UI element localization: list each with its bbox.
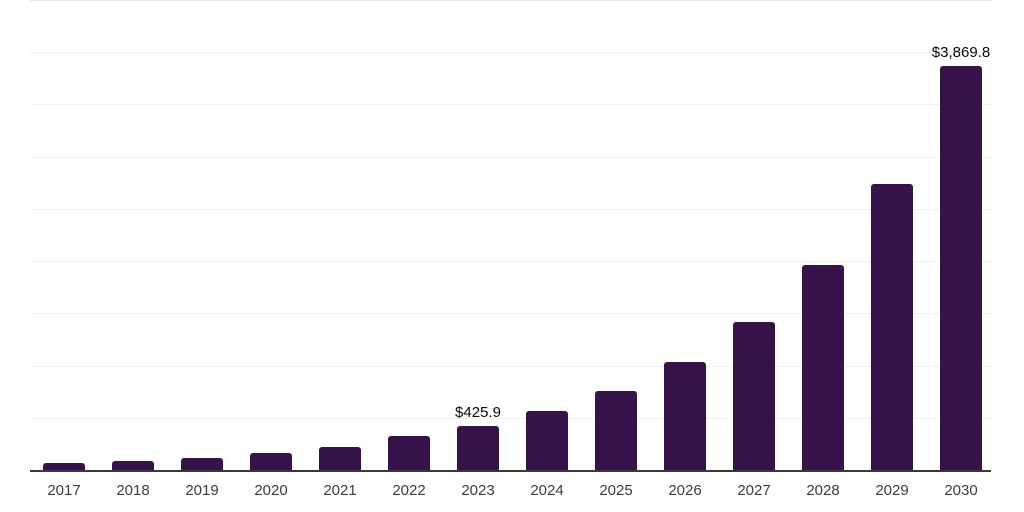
bar-2018 <box>112 460 154 470</box>
bar-2028 <box>802 265 844 470</box>
gridline-3000 <box>30 156 991 158</box>
gridline-2000 <box>30 261 991 263</box>
x-axis-labels: 2017 2018 2019 2020 2021 2022 2023 2024 2025 2026… <box>30 482 991 504</box>
x-tick-label-2019: 2019 <box>185 482 219 499</box>
x-tick-label-2025: 2025 <box>599 482 633 499</box>
plot-area: $425.9 $3,869.8 <box>30 0 991 472</box>
gridline-500 <box>30 417 991 419</box>
x-tick-label-2020: 2020 <box>254 482 288 499</box>
bar-2026 <box>664 361 706 470</box>
bar-2030 <box>940 65 982 470</box>
bar-2024 <box>526 411 568 470</box>
bar-2020 <box>250 453 292 470</box>
bar-2021 <box>319 446 361 470</box>
x-tick-label-2017: 2017 <box>47 482 81 499</box>
gridline-1500 <box>30 313 991 315</box>
bar-2019 <box>181 458 223 470</box>
gridline-4500 <box>30 0 991 1</box>
x-tick-label-2021: 2021 <box>323 482 357 499</box>
bar-2027 <box>733 322 775 470</box>
bar-2017 <box>43 463 85 470</box>
x-tick-label-2018: 2018 <box>116 482 150 499</box>
gridline-2500 <box>30 208 991 210</box>
gridline-3500 <box>30 104 991 106</box>
gridline-1000 <box>30 365 991 367</box>
value-label-2030: $3,869.8 <box>931 43 991 61</box>
gridline-4000 <box>30 52 991 54</box>
x-tick-label-2023: 2023 <box>461 482 495 499</box>
x-tick-label-2022: 2022 <box>392 482 426 499</box>
bar-2022 <box>388 436 430 470</box>
bar-2025 <box>595 391 637 470</box>
bar-2029 <box>871 184 913 470</box>
x-tick-label-2027: 2027 <box>737 482 771 499</box>
bar-2023 <box>457 425 499 470</box>
x-tick-label-2026: 2026 <box>668 482 702 499</box>
x-tick-label-2024: 2024 <box>530 482 564 499</box>
x-tick-label-2028: 2028 <box>806 482 840 499</box>
x-tick-label-2029: 2029 <box>875 482 909 499</box>
value-label-2023: $425.9 <box>455 403 501 421</box>
x-tick-label-2030: 2030 <box>944 482 978 499</box>
